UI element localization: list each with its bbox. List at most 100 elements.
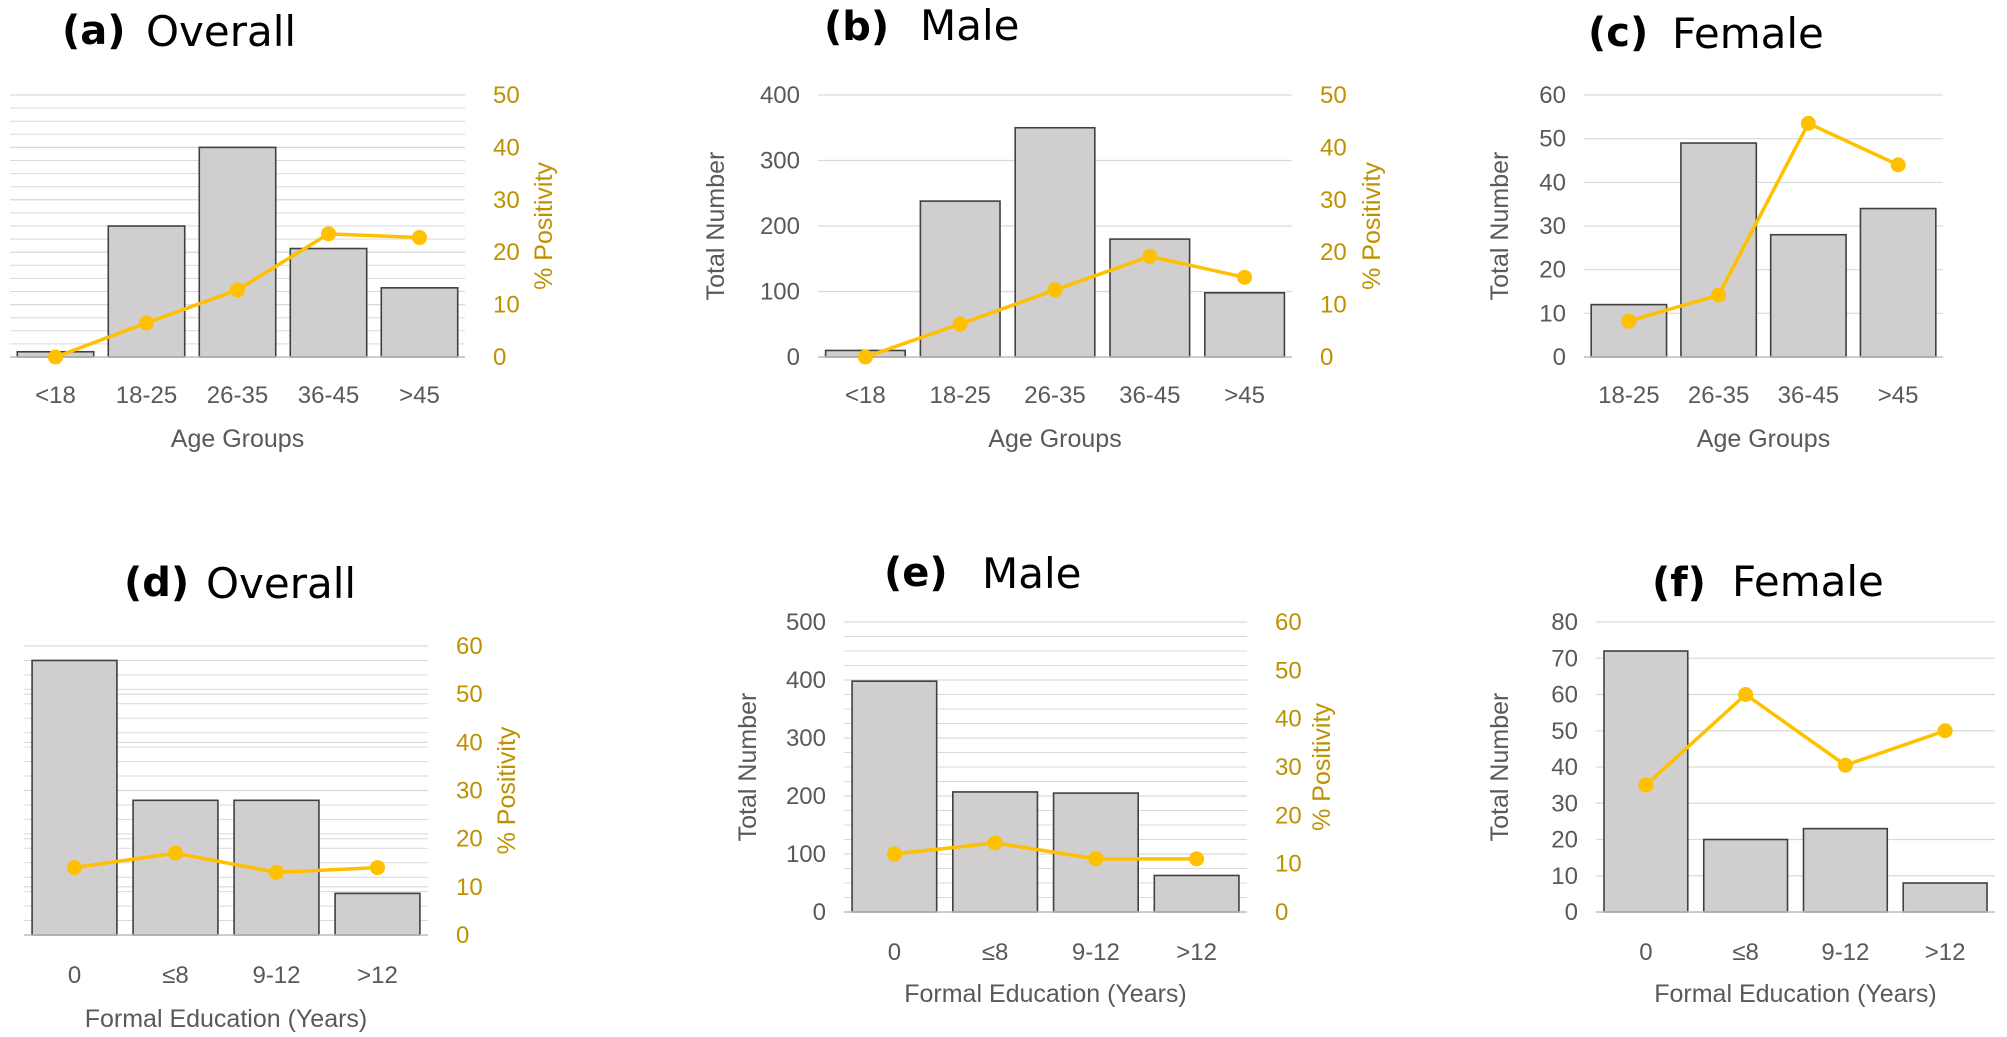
- chart-panel-c: (c) Female 18-25 26-35 36-45 >45 Age Groups 0 10…: [1486, 9, 1943, 453]
- y-tick-label: 400: [786, 667, 826, 694]
- y2-tick-label: 40: [493, 134, 520, 161]
- y-tick-label: 200: [760, 213, 800, 240]
- y-tick-label: 10: [1539, 300, 1566, 327]
- chart-panel-d: (d) Overall 0 ≤8 9-12 >12 Formal Education (Ye…: [24, 559, 521, 1033]
- bar-series: [16, 146, 459, 358]
- y-tick-label: 20: [1551, 827, 1578, 854]
- bar: [289, 247, 368, 358]
- x-tick-label: >45: [1224, 382, 1265, 409]
- line-series: [1621, 115, 1906, 329]
- line-point: [67, 860, 82, 876]
- y2-tick-label: 40: [1275, 706, 1302, 733]
- y-tick-label: 30: [1551, 790, 1578, 817]
- y2-tick-label: 50: [1320, 82, 1347, 109]
- y-tick-label: 400: [760, 82, 800, 109]
- y-tick-label: 60: [1551, 682, 1578, 709]
- x-tick-label: >12: [357, 962, 398, 989]
- line-point: [1711, 287, 1727, 303]
- y2-tick-label: 0: [1275, 899, 1288, 926]
- y2-tick-label: 60: [456, 633, 483, 660]
- bar: [952, 791, 1039, 913]
- y2-axis-title: % Positivity: [1358, 162, 1386, 290]
- x-tick-label: ≤8: [1732, 939, 1759, 966]
- y2-tick-label: 30: [493, 187, 520, 214]
- bar-series: [1603, 650, 1988, 913]
- x-tick-label: 0: [888, 939, 901, 966]
- line-point: [1837, 757, 1853, 773]
- y2-tick-label: 50: [456, 681, 483, 708]
- series-line: [74, 851, 378, 875]
- bar: [1802, 827, 1889, 913]
- line-point: [857, 349, 873, 365]
- x-tick-label: >12: [1176, 939, 1217, 966]
- y-tick-label: 200: [786, 783, 826, 810]
- line-point: [886, 846, 902, 862]
- y2-tick-label: 0: [1320, 344, 1333, 371]
- y-axis-title: Total Number: [734, 693, 762, 842]
- bar: [851, 680, 938, 913]
- line-series: [67, 845, 385, 880]
- y-tick-label: 0: [787, 344, 800, 371]
- y-axis-title: Total Number: [1486, 693, 1514, 842]
- line-point: [952, 316, 968, 332]
- panel-label: (f): [1652, 560, 1706, 606]
- y2-axis-title: % Positivity: [493, 726, 521, 854]
- x-tick-label: 18-25: [1598, 382, 1659, 409]
- y-tick-label: 60: [1539, 82, 1566, 109]
- x-axis-title: Age Groups: [1697, 425, 1830, 453]
- y2-tick-label: 50: [493, 82, 520, 109]
- bar: [1859, 207, 1937, 358]
- line-point: [987, 835, 1003, 851]
- x-tick-label: 36-45: [1778, 382, 1839, 409]
- x-tick-label: <18: [845, 382, 886, 409]
- y-tick-label: 20: [1539, 257, 1566, 284]
- panel-title: Male: [982, 549, 1081, 598]
- y2-axis-title: % Positivity: [1308, 703, 1336, 831]
- y-tick-label: 10: [1551, 863, 1578, 890]
- y-tick-label: 40: [1551, 754, 1578, 781]
- bar: [1014, 126, 1096, 358]
- x-tick-label: 18-25: [116, 382, 177, 409]
- x-tick-label: ≤8: [982, 939, 1009, 966]
- line-point: [370, 860, 385, 876]
- y-tick-label: 500: [786, 609, 826, 636]
- chart-panel-e: (e) Male 0 ≤8 9-12 >12 Formal Education (Years…: [734, 549, 1336, 1008]
- line-point: [269, 864, 284, 880]
- series-line: [894, 841, 1197, 861]
- bar-series: [824, 126, 1286, 358]
- y2-tick-label: 20: [493, 239, 520, 266]
- x-tick-label: 26-35: [1688, 382, 1749, 409]
- x-tick-label: 9-12: [1072, 939, 1120, 966]
- y-tick-label: 0: [1565, 899, 1578, 926]
- y2-axis-title: % Positivity: [530, 162, 558, 290]
- y-tick-label: 300: [760, 148, 800, 175]
- bar: [380, 287, 459, 358]
- y2-tick-label: 30: [456, 778, 483, 805]
- chart-panel-b: (b) Male <18 18-25 26-35 36-45 >45 Age Groups 0 1…: [702, 1, 1386, 453]
- panel-label: (d): [124, 560, 189, 606]
- y-tick-label: 50: [1551, 718, 1578, 745]
- x-tick-label: 26-35: [1024, 382, 1085, 409]
- y-axis-title: Total Number: [702, 152, 730, 301]
- x-tick-label: ≤8: [162, 962, 189, 989]
- x-tick-label: 9-12: [252, 962, 300, 989]
- line-point: [168, 845, 183, 861]
- panel-title: Overall: [206, 559, 356, 608]
- x-tick-label: 18-25: [930, 382, 991, 409]
- y2-tick-label: 0: [456, 922, 469, 949]
- y-tick-label: 0: [813, 899, 826, 926]
- y-tick-label: 100: [760, 279, 800, 306]
- y2-tick-label: 10: [493, 292, 520, 319]
- line-point: [1088, 851, 1104, 867]
- y2-tick-label: 10: [456, 874, 483, 901]
- bar: [1153, 874, 1240, 913]
- line-series: [886, 835, 1205, 867]
- line-series: [857, 248, 1253, 365]
- y2-tick-label: 30: [1320, 187, 1347, 214]
- x-tick-label: 26-35: [207, 382, 268, 409]
- bar: [1203, 292, 1286, 358]
- y-tick-label: 40: [1539, 169, 1566, 196]
- y-tick-label: 80: [1551, 609, 1578, 636]
- y-tick-label: 300: [786, 725, 826, 752]
- y2-tick-label: 40: [1320, 134, 1347, 161]
